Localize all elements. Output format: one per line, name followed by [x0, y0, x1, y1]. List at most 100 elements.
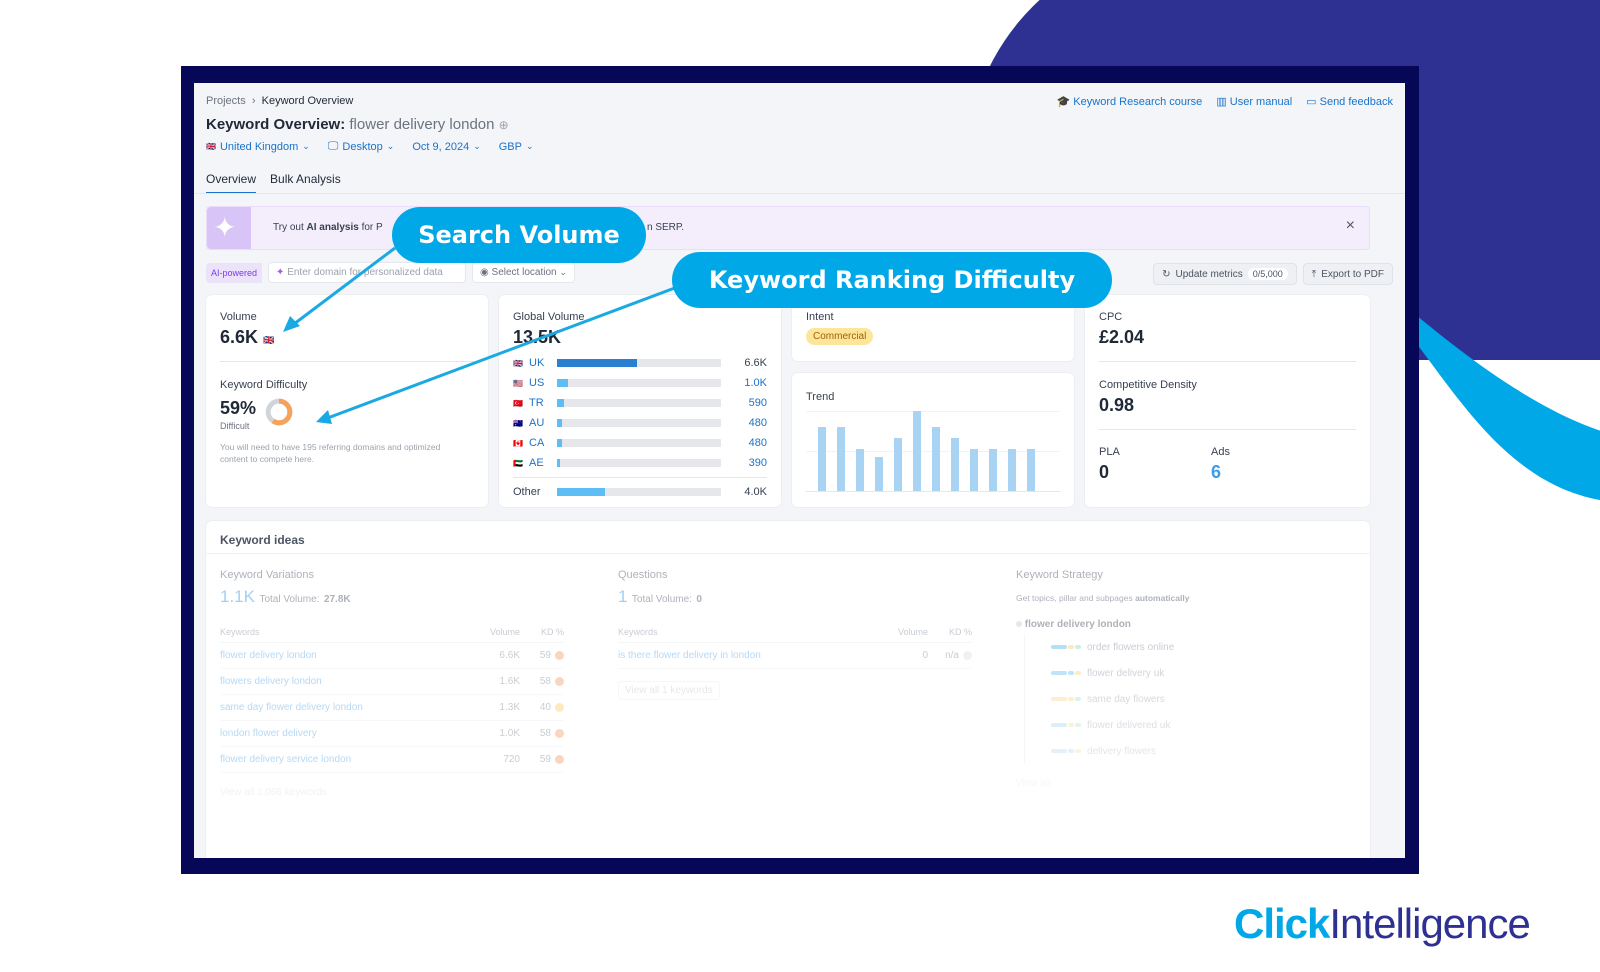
global-volume-card: Global Volume 13.5K 🇬🇧 UK 6.6K 🇺🇸 US 1.0K 🇹🇷 TR…	[499, 295, 781, 507]
update-metrics-button[interactable]: ↻ Update metrics 0/5,000	[1153, 263, 1297, 285]
brand-logo: ClickIntelligence	[1234, 900, 1531, 947]
domain-input[interactable]: ✦ Enter domain for personalized data	[268, 262, 467, 283]
flag-icon: 🇺🇸	[513, 378, 523, 388]
feedback-link[interactable]: ▭ Send feedback	[1306, 96, 1393, 108]
keyword-row[interactable]: same day flower delivery london 1.3K 40	[220, 695, 564, 721]
difficulty-callout: Keyword Ranking Difficulty	[672, 252, 1112, 308]
keyword-text: flower delivery london	[349, 116, 495, 133]
country-row-ca[interactable]: 🇨🇦 CA 480	[513, 437, 767, 449]
book-icon: ▥	[1216, 96, 1227, 108]
questions-count[interactable]: 1	[618, 587, 628, 606]
chevron-down-icon: ⌄	[386, 141, 395, 151]
close-icon[interactable]: ×	[1345, 217, 1355, 234]
add-icon[interactable]: ⊕	[498, 118, 509, 132]
filters: 🇬🇧 United Kingdom ⌄ 🖵 Desktop ⌄ Oct 9, 2024 ⌄…	[206, 140, 534, 153]
page-title: Keyword Overview: flower delivery london…	[206, 116, 509, 133]
help-links: 🎓 Keyword Research course ▥ User manual …	[1057, 95, 1393, 108]
intent-badge: Commercial	[806, 328, 874, 345]
strategy-item[interactable]: same day flowers	[1025, 686, 1356, 712]
country-row-uk[interactable]: 🇬🇧 UK 6.6K	[513, 357, 767, 369]
desktop-icon: 🖵	[327, 140, 339, 152]
country-row-other: Other 4.0K	[513, 486, 767, 498]
volume-card: Volume 6.6K 🇬🇧 Keyword Difficulty 59% Di…	[206, 295, 488, 507]
search-volume-callout: Search Volume	[392, 207, 646, 263]
device-select[interactable]: 🖵 Desktop ⌄	[327, 140, 395, 153]
view-all-questions-button[interactable]: View all 1 keywords	[618, 681, 720, 700]
strategy-root[interactable]: flower delivery london	[1024, 619, 1131, 630]
uk-flag-icon: 🇬🇧	[263, 335, 275, 345]
strategy-item[interactable]: flower delivered uk	[1025, 712, 1356, 738]
refresh-icon: ↻	[1162, 268, 1171, 280]
kd-donut-icon	[265, 398, 293, 426]
breadcrumb: Projects › Keyword Overview	[206, 95, 354, 107]
strategy-item[interactable]: flower delivery uk	[1025, 660, 1356, 686]
flag-icon: 🇨🇦	[513, 438, 523, 448]
trend-bar	[894, 438, 902, 491]
ai-powered-badge: AI-powered	[206, 262, 263, 283]
variations-count[interactable]: 1.1K	[220, 587, 255, 606]
banner-text: Try out AI analysis for P	[273, 222, 383, 233]
strategy-item[interactable]: delivery flowers	[1025, 738, 1356, 764]
breadcrumb-current: Keyword Overview	[261, 95, 354, 107]
trend-bar	[856, 449, 864, 491]
volume-value: 6.6K 🇬🇧	[220, 327, 275, 347]
chevron-down-icon: ⌄	[473, 141, 481, 151]
flag-icon: 🇦🇪	[513, 458, 523, 468]
keyword-ideas-card: Keyword ideas Keyword Variations 1.1K To…	[206, 521, 1370, 858]
course-link[interactable]: 🎓 Keyword Research course	[1056, 96, 1203, 108]
country-row-ae[interactable]: 🇦🇪 AE 390	[513, 457, 767, 469]
keyword-row[interactable]: is there flower delivery in london 0 n/a	[618, 643, 972, 669]
trend-bar	[1008, 449, 1016, 491]
tab-bulk-analysis[interactable]: Bulk Analysis	[270, 172, 341, 186]
keyword-row[interactable]: flowers delivery london 1.6K 58	[220, 669, 564, 695]
view-all-variations-button[interactable]: View all 1,066 keywords	[220, 787, 328, 798]
trend-bar	[970, 449, 978, 491]
country-row-au[interactable]: 🇦🇺 AU 480	[513, 417, 767, 429]
breadcrumb-projects[interactable]: Projects	[206, 95, 246, 107]
keyword-row[interactable]: london flower delivery 1.0K 58	[220, 721, 564, 747]
cpc-card: CPC £2.04 Competitive Density 0.98 PLA 0…	[1085, 295, 1370, 507]
location-pin-icon: ◉	[480, 267, 489, 278]
country-select[interactable]: 🇬🇧 United Kingdom ⌄	[206, 140, 310, 153]
strategy-item[interactable]: order flowers online	[1025, 634, 1356, 660]
currency-select[interactable]: GBP ⌄	[498, 140, 534, 153]
trend-bar	[932, 427, 940, 491]
trend-card: Trend	[792, 373, 1074, 507]
trend-bar	[951, 438, 959, 491]
uk-flag-icon: 🇬🇧	[206, 142, 216, 151]
trend-chart	[818, 411, 1035, 491]
questions: Questions 1 Total Volume: 0 Keywords Volu…	[618, 569, 972, 700]
chevron-down-icon: ⌄	[525, 141, 534, 151]
sparkle-icon: ✦	[207, 207, 251, 249]
trend-bar	[837, 427, 845, 491]
graduation-cap-icon: 🎓	[1056, 96, 1071, 108]
view-all-strategy-button[interactable]: View all	[1016, 778, 1051, 789]
country-row-us[interactable]: 🇺🇸 US 1.0K	[513, 377, 767, 389]
chevron-down-icon: ⌄	[302, 141, 310, 151]
flag-icon: 🇬🇧	[513, 358, 523, 368]
manual-link[interactable]: ▥ User manual	[1216, 96, 1293, 108]
ads-value[interactable]: 6	[1211, 462, 1222, 482]
country-row-tr[interactable]: 🇹🇷 TR 590	[513, 397, 767, 409]
flag-icon: 🇦🇺	[513, 418, 523, 428]
country-list: 🇬🇧 UK 6.6K 🇺🇸 US 1.0K 🇹🇷 TR 590 🇦🇺 AU 480 🇨🇦 CA 480 🇦🇪 A…	[513, 353, 767, 502]
trend-bar	[913, 411, 921, 491]
background-wave	[1380, 300, 1600, 500]
personalize-bar: AI-powered ✦ Enter domain for personaliz…	[206, 262, 575, 283]
date-select[interactable]: Oct 9, 2024 ⌄	[412, 140, 481, 153]
keyword-row[interactable]: flower delivery london 6.6K 59	[220, 643, 564, 669]
comment-icon: ▭	[1306, 96, 1317, 108]
chevron-down-icon: ⌄	[559, 267, 567, 277]
keyword-variations: Keyword Variations 1.1K Total Volume: 27…	[220, 569, 564, 798]
keyword-row[interactable]: flower delivery service london 720 59	[220, 747, 564, 773]
flag-icon: 🇹🇷	[513, 398, 523, 408]
actions: ↻ Update metrics 0/5,000 ⤒ Export to PDF	[1153, 263, 1393, 285]
trend-bar	[989, 449, 997, 491]
keyword-strategy: Keyword Strategy Get topics, pillar and …	[1016, 569, 1356, 789]
kd-value: 59%	[220, 398, 257, 418]
export-pdf-button[interactable]: ⤒ Export to PDF	[1302, 263, 1393, 285]
upload-icon: ⤒	[1311, 268, 1317, 280]
trend-bar	[1027, 449, 1035, 491]
trend-bar	[818, 427, 826, 491]
